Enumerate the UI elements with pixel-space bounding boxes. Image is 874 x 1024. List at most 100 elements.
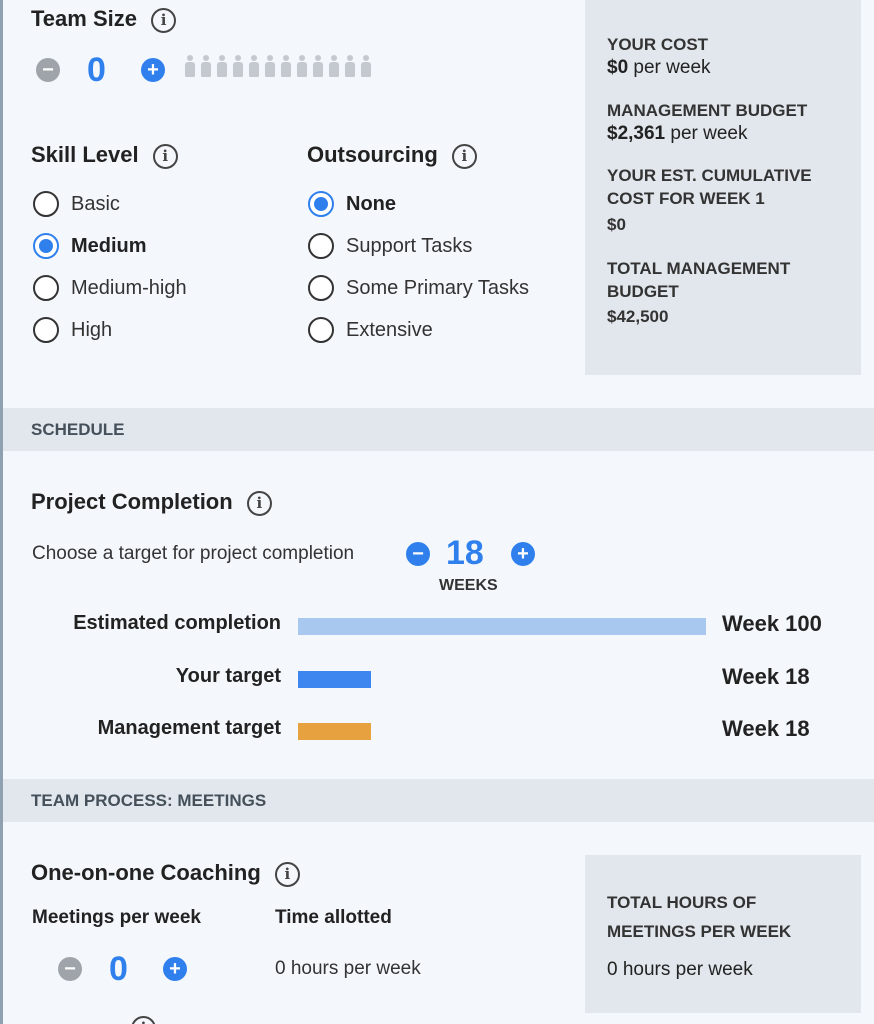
total-meeting-hours-label-line1: TOTAL HOURS OF [607,893,757,912]
bar-label: Management target [97,717,281,739]
bar-label: Your target [175,664,281,687]
cumulative-cost-label-line1: YOUR EST. CUMULATIVE [607,166,812,185]
info-icon[interactable]: i [451,143,477,169]
meetings-decrement-button[interactable]: − [58,957,82,981]
person-icon [345,55,355,77]
radio-button[interactable] [308,191,334,217]
info-icon[interactable]: i [274,861,300,887]
bar-label: Estimated completion [73,612,281,634]
outsourcing-option[interactable]: None [308,183,529,225]
completion-prompt: Choose a target for project completion [32,543,355,564]
skill-level-label: Skill Level [31,142,139,167]
person-icon [185,55,195,77]
total-meeting-hours-value: 0 hours per week [607,959,753,980]
time-allotted-value: 0 hours per week [275,958,421,979]
bar-value: Week 18 [722,663,810,689]
radio-button[interactable] [33,317,59,343]
skill-level-option-label: High [71,318,113,341]
outsourcing-option[interactable]: Support Tasks [308,225,529,267]
your-cost-unit: per week [628,57,711,78]
bar-value: Week 18 [722,716,810,741]
skill-level-option[interactable]: Medium-high [33,267,187,309]
person-icon [313,55,323,77]
completion-bar-row: Your target Week 18 [31,659,851,695]
team-member-icons [185,55,385,82]
coaching-label: One-on-one Coaching [31,860,261,885]
completion-bar-row: Management target Week 18 [31,711,851,747]
team-size-label: Team Size [31,6,137,31]
meetings-section-header: TEAM PROCESS: MEETINGS [3,779,874,822]
team-size-value: 0 [87,51,106,89]
team-size-increment-button[interactable]: + [141,58,165,82]
info-icon[interactable]: i [131,1016,156,1024]
your-cost-amount: $0 [607,57,629,78]
next-section-heading-clipped: i [31,1014,161,1024]
weeks-value: 18 [446,534,484,572]
project-completion-title: Project Completion i [31,489,272,516]
your-cost-label: YOUR COST [607,35,709,54]
info-icon[interactable]: i [246,490,272,516]
radio-button[interactable] [308,275,334,301]
outsourcing-title: Outsourcing i [307,142,477,169]
completion-bar [298,670,372,688]
person-icon [217,55,227,77]
skill-level-option-label: Basic [71,192,120,215]
meetings-per-week-label: Meetings per week [32,907,201,928]
completion-bar [298,618,706,635]
total-budget-label-line2: BUDGET [607,282,679,301]
radio-button[interactable] [33,233,59,259]
person-icon [249,55,259,77]
person-icon [297,55,307,77]
schedule-section-header: SCHEDULE [3,408,874,451]
meeting-hours-panel: TOTAL HOURS OF MEETINGS PER WEEK 0 hours… [585,855,861,1013]
outsourcing-option-label: None [346,192,396,215]
person-icon [361,55,371,77]
info-icon[interactable]: i [151,7,177,33]
management-budget-value: $2,361 per week [607,123,861,145]
skill-level-option[interactable]: High [33,309,187,351]
info-icon[interactable]: i [152,143,178,169]
radio-button[interactable] [33,275,59,301]
meetings-value: 0 [109,950,128,988]
team-size-title: Team Size i [31,6,177,33]
person-icon [233,55,243,77]
outsourcing-option-label: Extensive [346,318,433,341]
radio-button[interactable] [33,191,59,217]
weeks-decrement-button[interactable]: − [406,542,430,566]
radio-button[interactable] [308,233,334,259]
total-meeting-hours-label-line2: MEETINGS PER WEEK [607,922,792,941]
outsourcing-option-label: Support Tasks [346,234,473,257]
person-icon [329,55,339,77]
cumulative-cost-value: $0 [607,215,626,234]
outsourcing-label: Outsourcing [307,142,438,167]
outsourcing-options: None Support Tasks Some Primary Tasks Exten… [308,183,529,351]
skill-level-title: Skill Level i [31,142,178,169]
outsourcing-option[interactable]: Extensive [308,309,529,351]
skill-level-option[interactable]: Basic [33,183,187,225]
coaching-title: One-on-one Coaching i [31,860,300,887]
team-size-decrement-button[interactable]: − [36,58,60,82]
person-icon [201,55,211,77]
total-budget-label-line1: TOTAL MANAGEMENT [607,259,791,278]
bar-value: Week 100 [722,611,822,636]
outsourcing-option[interactable]: Some Primary Tasks [308,267,529,309]
time-allotted-label: Time allotted [275,907,392,928]
project-completion-label: Project Completion [31,489,233,514]
person-icon [281,55,291,77]
skill-level-options: Basic Medium Medium-high High [33,183,187,351]
person-icon [265,55,275,77]
weeks-unit-label: WEEKS [439,577,498,594]
skill-level-option[interactable]: Medium [33,225,187,267]
completion-bar [298,723,372,740]
radio-button[interactable] [308,317,334,343]
cost-summary-panel: YOUR COST $0 per week MANAGEMENT BUDGET … [585,0,861,375]
management-budget-unit: per week [665,123,748,144]
management-budget-amount: $2,361 [607,123,666,144]
skill-level-option-label: Medium-high [71,276,187,299]
meetings-increment-button[interactable]: + [163,957,187,981]
outsourcing-option-label: Some Primary Tasks [346,276,530,299]
skill-level-option-label: Medium [71,234,147,257]
weeks-increment-button[interactable]: + [511,542,535,566]
management-budget-label: MANAGEMENT BUDGET [607,101,808,120]
your-cost-value: $0 per week [607,57,861,79]
